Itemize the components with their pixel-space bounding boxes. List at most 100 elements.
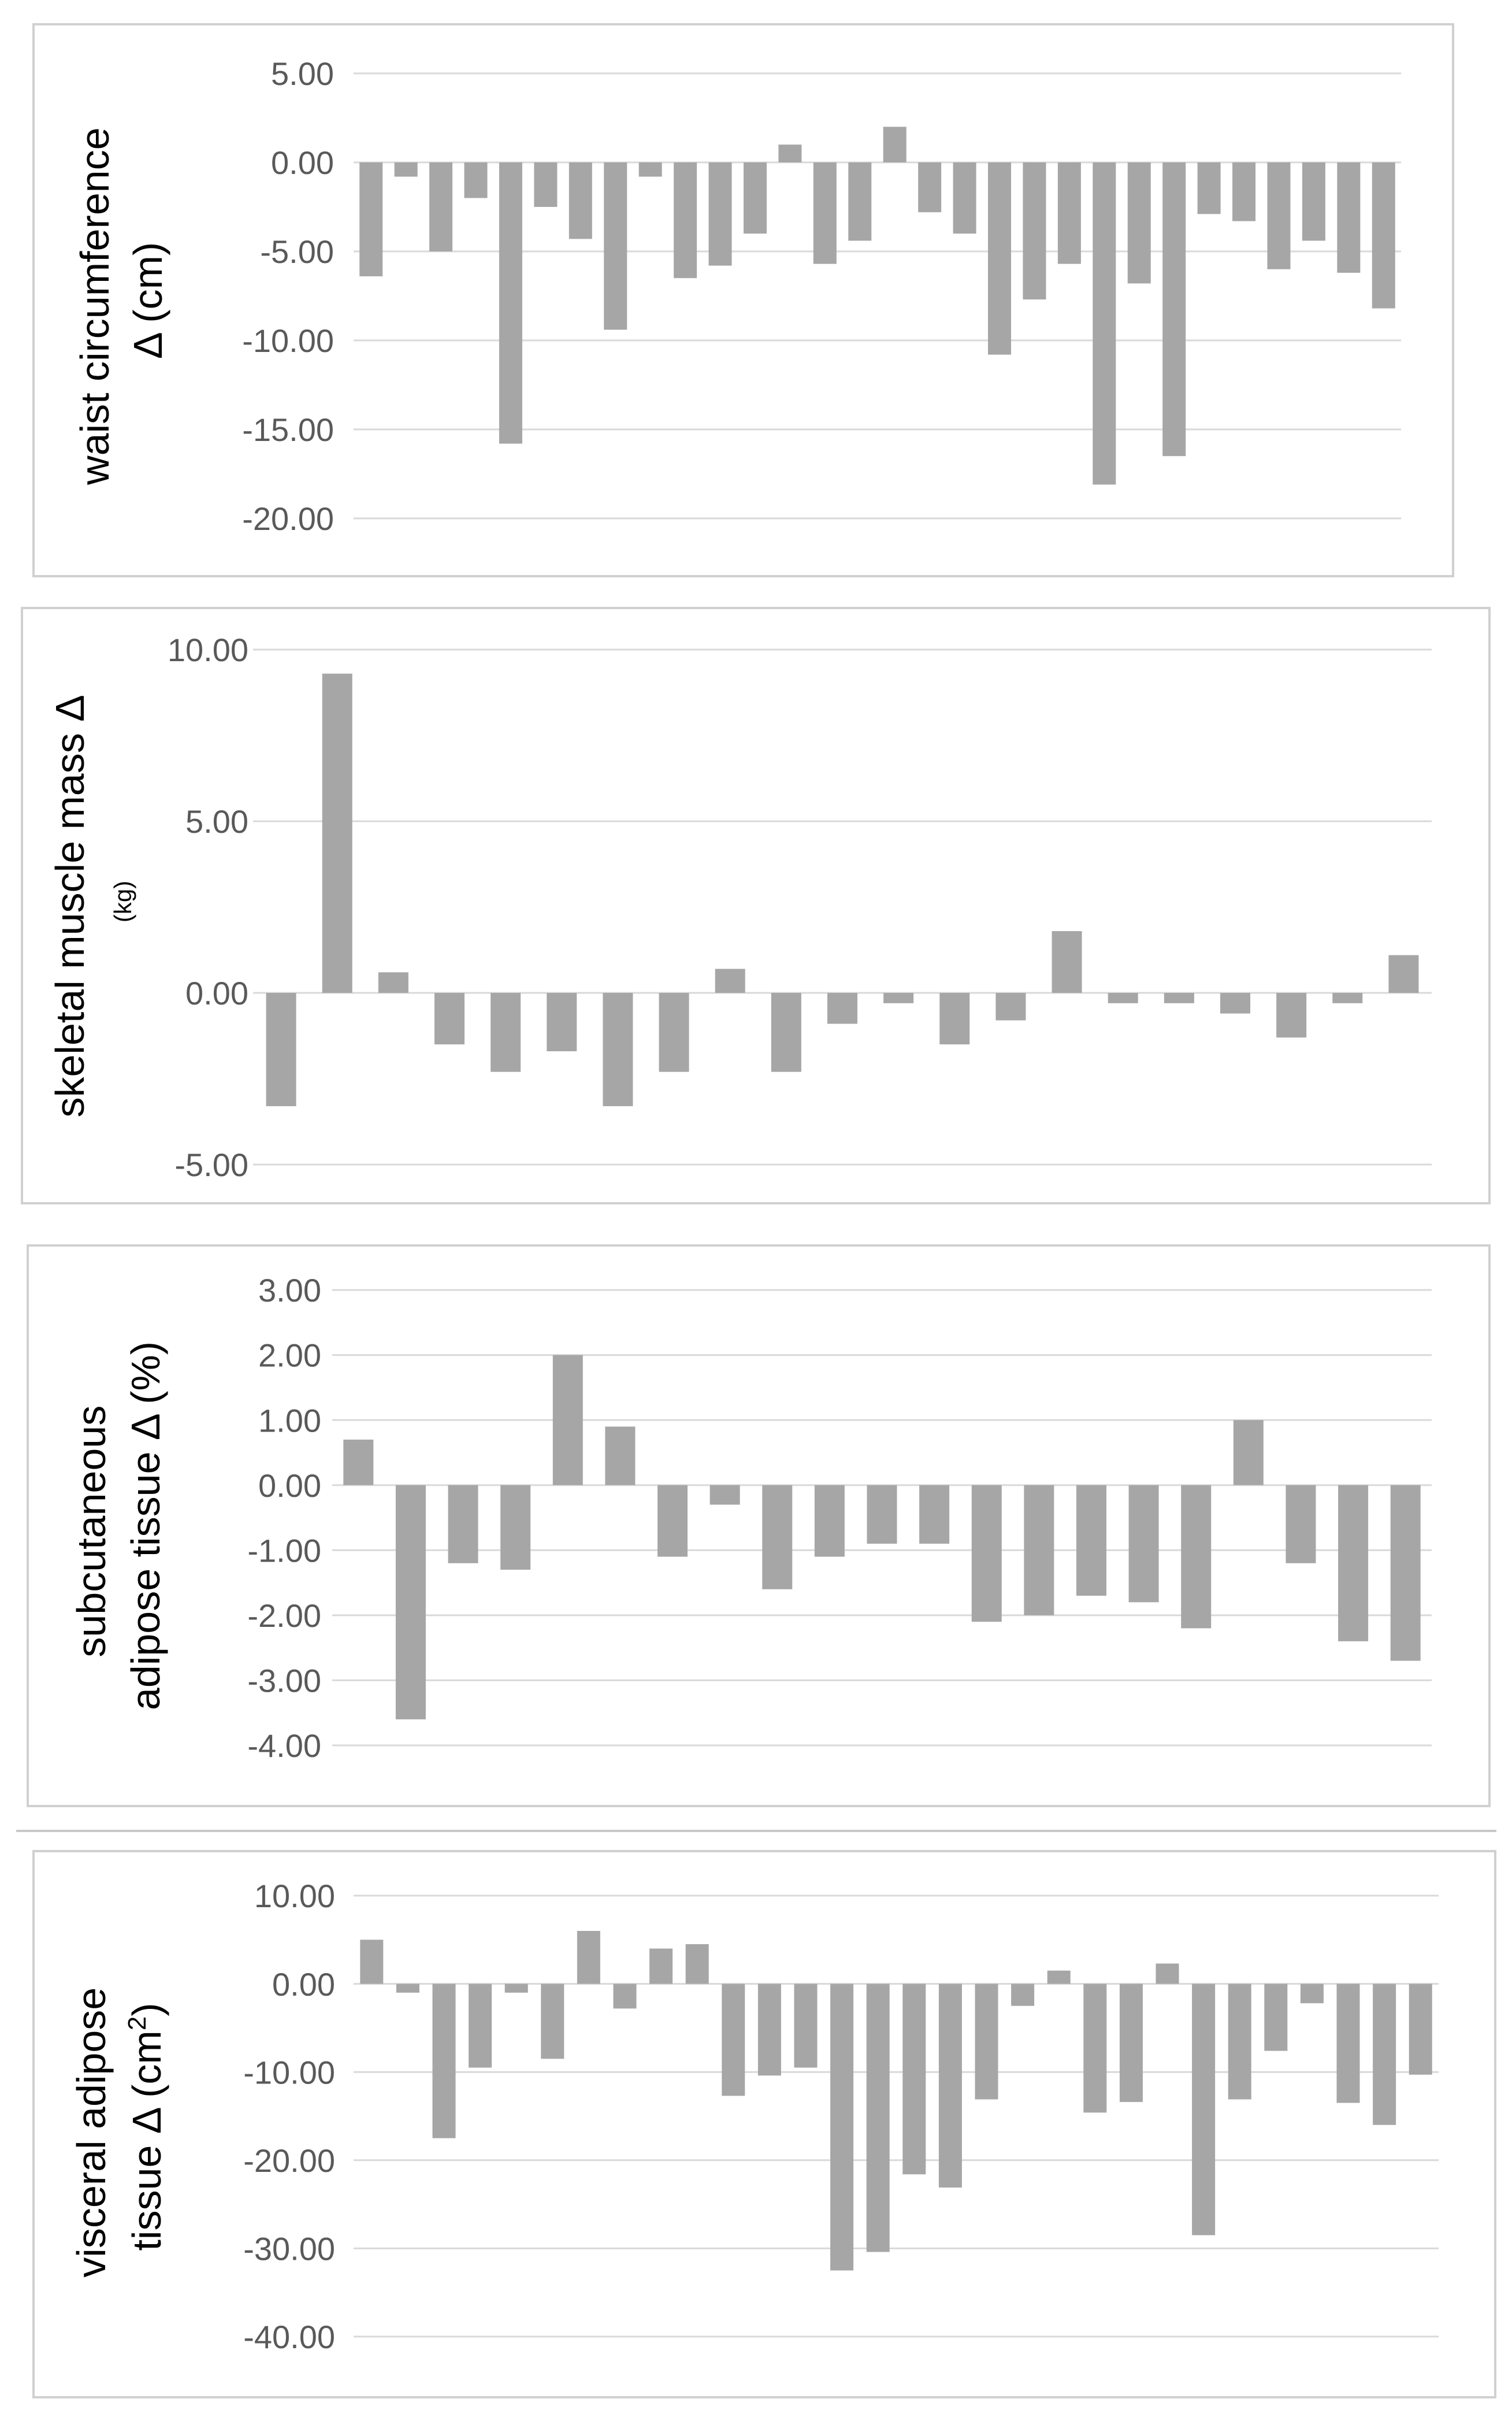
bar [1409, 1983, 1432, 2075]
bar [1300, 1983, 1324, 2004]
y-tick-label: -3.00 [247, 1663, 321, 1699]
bar [1267, 162, 1291, 269]
bar [552, 1355, 583, 1485]
y-axis-label-line-1: skeletal muscle mass Δ [47, 696, 92, 1118]
bar [657, 1485, 688, 1557]
panel-visceral-adipose-tissue: 10.00 0.00 -10.00 -20.00 -30.00 -40.00 viscer… [32, 1850, 1496, 2398]
bar [604, 162, 627, 330]
bar [743, 162, 767, 234]
bar [1127, 162, 1151, 284]
bar [541, 1983, 564, 2059]
bar [814, 1485, 845, 1557]
y-tick-label: -30.00 [243, 2231, 335, 2267]
y-tick-labels: 5.00 0.00 -5.00 -10.00 -15.00 -20.00 [242, 55, 334, 537]
bar [1197, 162, 1221, 214]
y-tick-label: 0.00 [185, 975, 248, 1011]
bar [322, 673, 352, 993]
bar [1119, 1983, 1143, 2103]
bar [434, 993, 465, 1045]
bar [1390, 1485, 1421, 1661]
bar [1276, 993, 1307, 1038]
bar [605, 1426, 636, 1485]
y-axis-label-line-2: Δ (cm) [125, 242, 170, 359]
bar [1156, 1963, 1179, 1984]
y-tick-label: -10.00 [243, 2054, 335, 2090]
y-axis-label-line-1: visceral adipose [69, 1988, 114, 2278]
bar [757, 1983, 781, 2076]
bar [1164, 993, 1194, 1003]
bar [975, 1983, 998, 2100]
bar [722, 1983, 745, 2096]
y-axis-label-line-1: subcutaneous [69, 1406, 114, 1658]
y-axis-label: subcutaneous adipose tissue Δ (%) [69, 1341, 168, 1710]
bar [638, 162, 662, 177]
y-tick-label: 0.00 [271, 144, 334, 181]
y-tick-label: 3.00 [258, 1272, 321, 1308]
y-tick-label: -10.00 [242, 322, 334, 359]
bar [971, 1485, 1002, 1622]
bar [1047, 1970, 1071, 1984]
y-tick-label: -5.00 [174, 1147, 248, 1183]
y-axis-label-line-2: (kg) [109, 881, 136, 922]
y-axis-label: skeletal muscle mass Δ (kg) [47, 685, 136, 1117]
bar [1228, 1983, 1251, 2100]
bar [649, 1948, 673, 1984]
bar [794, 1983, 818, 2068]
bar [1373, 1983, 1396, 2125]
bar [464, 162, 488, 198]
bar [1052, 931, 1082, 993]
bar [1220, 993, 1250, 1014]
bar [1332, 993, 1363, 1003]
bar [359, 162, 383, 277]
bar [378, 972, 408, 993]
y-axis-label-line-1: waist circumference [72, 127, 117, 485]
bar [1233, 1420, 1264, 1485]
bar [1192, 1983, 1216, 2235]
bar [547, 993, 577, 1051]
bar [709, 1485, 740, 1505]
y-tick-label: -2.00 [247, 1597, 321, 1634]
bar [1128, 1485, 1159, 1603]
bar [1181, 1485, 1212, 1629]
bar [674, 162, 697, 279]
gridlines [354, 72, 1401, 520]
bar [396, 1983, 419, 1993]
bar [1336, 1983, 1360, 2103]
panel-frame [32, 23, 1454, 577]
bar [827, 993, 857, 1024]
bar [813, 162, 837, 264]
y-tick-label: 0.00 [272, 1966, 335, 2003]
y-tick-label: 2.00 [258, 1337, 321, 1374]
y-tick-label: -1.00 [247, 1532, 321, 1569]
y-axis-label: waist circumference Δ (cm) [72, 116, 170, 485]
panel-frame [27, 1244, 1491, 1807]
panel-frame [32, 1850, 1496, 2398]
bar [1302, 162, 1325, 241]
bar [432, 1983, 456, 2138]
bar [883, 127, 907, 162]
bar [659, 993, 689, 1072]
bar [499, 162, 522, 444]
bar [448, 1485, 478, 1563]
y-tick-label: -20.00 [242, 500, 334, 537]
bar [500, 1485, 531, 1570]
bar [1337, 162, 1361, 273]
y-tick-label: -15.00 [242, 411, 334, 448]
y-axis-label-line-2-end: ) [124, 2003, 169, 2016]
bar [1232, 162, 1256, 221]
bar [715, 969, 745, 993]
bar [1083, 1983, 1107, 2113]
bar [1338, 1485, 1369, 1641]
bar [395, 1485, 426, 1719]
bar [685, 1944, 709, 1984]
panel-subcutaneous-adipose-tissue: 3.00 2.00 1.00 0.00 -1.00 -2.00 -3.00 -4.00 sub… [27, 1244, 1491, 1807]
y-tick-labels: 3.00 2.00 1.00 0.00 -1.00 -2.00 -3.00 -4.00 [247, 1272, 321, 1764]
y-tick-label: -4.00 [247, 1727, 321, 1764]
panel-waist-circumference: 5.00 0.00 -5.00 -10.00 -15.00 -20.00 waist ci… [32, 23, 1454, 577]
y-axis-label: visceral adipose tissue Δ (cm2) [69, 1976, 169, 2277]
bar [953, 162, 976, 234]
y-tick-label: 10.00 [168, 632, 248, 668]
bar [762, 1485, 793, 1589]
bar [1162, 162, 1186, 457]
